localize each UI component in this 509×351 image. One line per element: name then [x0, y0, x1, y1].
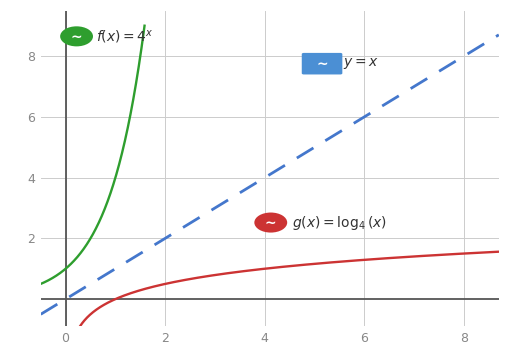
FancyBboxPatch shape [302, 53, 343, 74]
Text: $g(x) = \log_4(x)$: $g(x) = \log_4(x)$ [292, 213, 387, 232]
Text: ∼: ∼ [316, 57, 328, 71]
Circle shape [254, 212, 287, 233]
Text: $f(x) = 4^x$: $f(x) = 4^x$ [97, 28, 154, 45]
Text: ∼: ∼ [265, 216, 276, 230]
Circle shape [60, 26, 93, 46]
Text: ∼: ∼ [71, 29, 82, 44]
Text: $y = x$: $y = x$ [344, 56, 379, 71]
